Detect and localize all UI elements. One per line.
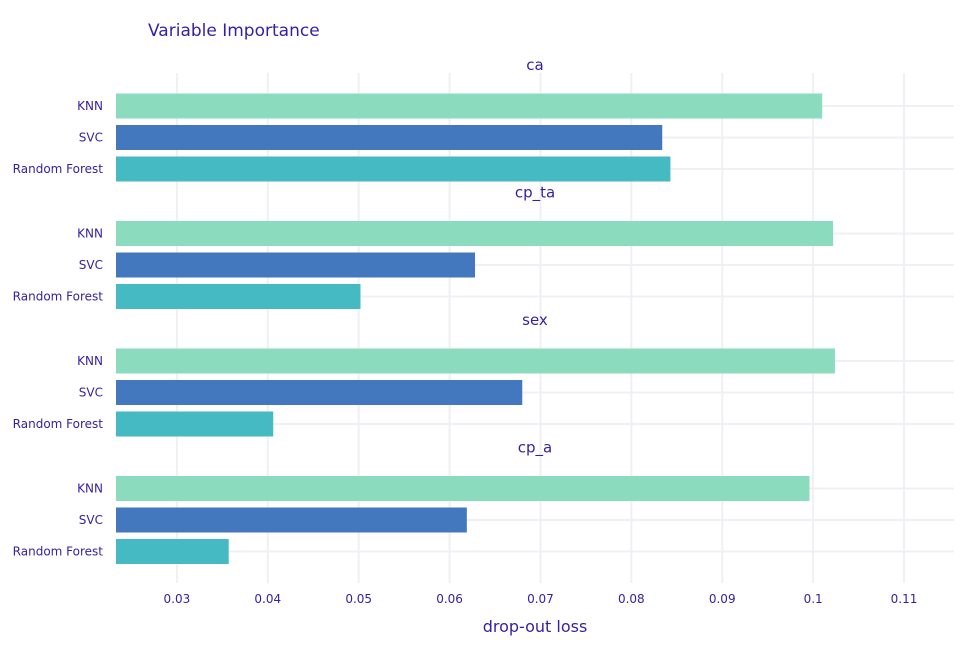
y-tick-label: SVC: [79, 513, 103, 527]
bar-cp_a-knn: [116, 476, 810, 501]
x-axis-title: drop-out loss: [483, 617, 588, 636]
facet-title-cp_ta: cp_ta: [515, 184, 555, 203]
x-tick-label: 0.1: [804, 592, 823, 606]
y-tick-label: KNN: [77, 227, 103, 241]
bar-ca-svc: [116, 125, 663, 150]
y-tick-label: Random Forest: [13, 545, 104, 559]
bar-sex-svc: [116, 380, 523, 405]
bar-cp_a-random-forest: [116, 539, 229, 564]
bar-ca-knn: [116, 93, 823, 119]
x-tick-label: 0.07: [527, 592, 554, 606]
facet-title-cp_a: cp_a: [518, 439, 552, 458]
y-tick-label: KNN: [77, 482, 103, 496]
y-tick-label: Random Forest: [13, 417, 104, 431]
bar-cp_a-svc: [116, 507, 467, 533]
y-tick-label: SVC: [79, 386, 103, 400]
x-tick-label: 0.06: [436, 592, 463, 606]
x-tick-label: 0.11: [891, 592, 918, 606]
x-tick-label: 0.04: [254, 592, 281, 606]
label-layer: 0.03 0.04 0.05 0.06 0.07 0.08 0.09 0.1 0.11 ca KNN…: [13, 56, 918, 606]
bar-cp_ta-random-forest: [116, 284, 361, 309]
facet-title-ca: ca: [526, 56, 543, 74]
bar-cp_ta-svc: [116, 252, 476, 278]
facet-title-sex: sex: [522, 311, 548, 329]
y-tick-label: Random Forest: [13, 290, 104, 304]
bar-sex-knn: [116, 348, 835, 374]
chart-title: Variable Importance: [148, 21, 320, 41]
bar-ca-random-forest: [116, 156, 671, 182]
y-tick-label: KNN: [77, 99, 103, 113]
bar-sex-random-forest: [116, 411, 274, 437]
y-tick-label: SVC: [79, 131, 103, 145]
y-tick-label: SVC: [79, 258, 103, 272]
bar-layer: [116, 93, 835, 564]
x-tick-label: 0.08: [618, 592, 645, 606]
y-tick-label: KNN: [77, 354, 103, 368]
x-tick-label: 0.09: [709, 592, 736, 606]
bar-cp_ta-knn: [116, 221, 834, 246]
y-tick-label: Random Forest: [13, 162, 104, 176]
x-tick-label: 0.05: [345, 592, 372, 606]
x-tick-label: 0.03: [164, 592, 191, 606]
